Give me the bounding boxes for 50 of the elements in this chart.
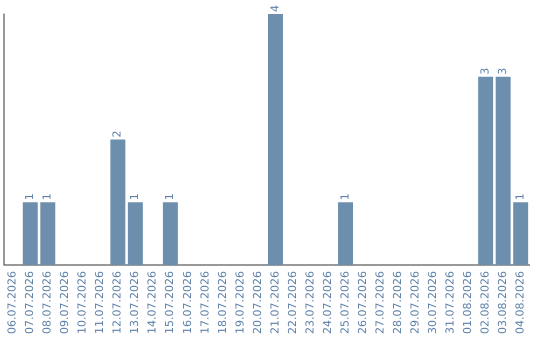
x-tick-label: 04.08.2026: [514, 271, 527, 334]
x-tick-label: 13.07.2026: [128, 271, 142, 334]
x-tick-label: 08.07.2026: [40, 271, 54, 334]
x-tick-label: 03.08.2026: [496, 271, 510, 334]
x-tick-label: 07.07.2026: [23, 271, 36, 334]
x-tick-label: 11.07.2026: [93, 271, 106, 334]
x-tick-label: 10.07.2026: [76, 271, 89, 334]
x-tick-label: 30.07.2026: [426, 271, 439, 334]
data-label: 4: [268, 5, 282, 12]
data-label: 3: [478, 68, 492, 75]
x-tick-label: 16.07.2026: [180, 271, 194, 334]
x-tick-label: 21.07.2026: [268, 271, 282, 334]
x-tick-label: 18.07.2026: [216, 271, 229, 334]
x-tick-label: 27.07.2026: [373, 271, 386, 334]
x-tick-label: 29.07.2026: [408, 271, 422, 334]
data-label: 2: [110, 130, 124, 138]
bar: [40, 202, 56, 266]
data-label: 1: [514, 193, 527, 200]
bar: [478, 76, 494, 266]
x-tick-label: 31.07.2026: [443, 271, 456, 334]
bar: [338, 202, 354, 266]
x-tick-label: 09.07.2026: [58, 271, 72, 334]
x-tick-label: 28.07.2026: [390, 271, 404, 334]
x-tick-label: 17.07.2026: [198, 271, 212, 334]
bar: [513, 202, 528, 266]
bar: [22, 202, 38, 266]
data-label: 1: [338, 193, 352, 200]
bar: [496, 76, 511, 266]
x-tick-label: 15.07.2026: [163, 271, 176, 334]
x-tick-label: 20.07.2026: [250, 271, 264, 334]
x-tick-label: 19.07.2026: [233, 271, 246, 334]
data-label: 1: [23, 193, 36, 200]
x-tick-label: 24.07.2026: [320, 271, 334, 334]
bar: [162, 202, 178, 266]
data-label: 1: [40, 193, 54, 200]
x-tick-label: 26.07.2026: [356, 271, 369, 334]
x-tick-label: 02.08.2026: [478, 271, 492, 334]
data-label: 1: [128, 193, 142, 200]
x-tick-label: 23.07.2026: [303, 271, 316, 334]
x-tick-label: 06.07.2026: [6, 271, 19, 334]
bar: [110, 140, 126, 266]
bar: [268, 14, 283, 266]
x-tick-label: 22.07.2026: [286, 271, 299, 334]
bar: [128, 202, 143, 266]
data-label: 3: [496, 68, 510, 75]
x-tick-label: 12.07.2026: [110, 271, 124, 334]
x-tick-label: 01.08.2026: [460, 271, 474, 334]
data-label: 1: [163, 193, 176, 200]
x-tick-label: 14.07.2026: [146, 271, 159, 334]
x-tick-label: 25.07.2026: [338, 271, 352, 334]
